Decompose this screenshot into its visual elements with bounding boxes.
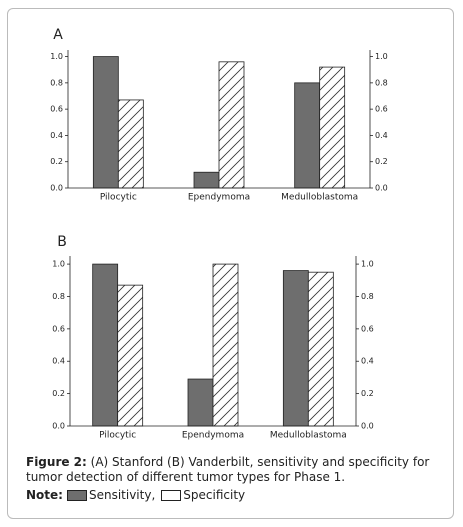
caption-label: Figure 2: (26, 455, 87, 469)
y2-tick-label: 0.6 (361, 324, 374, 333)
bar (193, 171, 220, 189)
y2-tick-label: 1.0 (375, 52, 388, 61)
x-tick-label: Ependymoma (182, 431, 244, 441)
bar (218, 61, 245, 189)
bar (92, 263, 119, 427)
bar (117, 284, 144, 427)
y2-tick-label: 0.2 (361, 389, 374, 398)
bar (212, 263, 239, 427)
x-tick-label: Medulloblastoma (270, 431, 347, 441)
x-tick-label: Pilocytic (99, 431, 136, 441)
legend-label: Sensitivity (88, 488, 152, 502)
note-label: Note: (26, 488, 63, 502)
y2-tick-label: 0.2 (375, 157, 388, 166)
x-tick-label: Ependymoma (188, 193, 250, 203)
y-tick-label: 0.4 (52, 357, 65, 366)
y2-tick-label: 0.4 (361, 357, 374, 366)
y2-tick-label: 0.4 (375, 131, 388, 140)
y2-tick-label: 1.0 (361, 260, 374, 269)
y2-tick-label: 0.6 (375, 105, 388, 114)
x-tick-label: Pilocytic (100, 193, 137, 203)
legend-swatch (66, 489, 87, 501)
bar (92, 56, 119, 189)
bar (117, 99, 144, 189)
y-tick-label: 0.0 (50, 184, 63, 193)
figure-frame (7, 8, 454, 519)
caption-text: (A) Stanford (B) Vanderbilt, sensitivity… (26, 455, 430, 484)
y-tick-label: 0.2 (52, 389, 65, 398)
x-tick-label: Medulloblastoma (281, 193, 358, 203)
legend-separator: , (151, 488, 156, 502)
y-tick-label: 1.0 (52, 260, 65, 269)
y2-tick-label: 0.0 (375, 184, 388, 193)
y2-tick-label: 0.8 (361, 292, 374, 301)
bar (282, 270, 309, 427)
y-tick-label: 0.6 (52, 324, 65, 333)
y-tick-label: 0.8 (50, 78, 63, 87)
bar (319, 66, 346, 189)
caption: Figure 2: (A) Stanford (B) Vanderbilt, s… (26, 455, 436, 485)
y-tick-label: 0.8 (52, 292, 65, 301)
bar (187, 378, 214, 427)
y-tick-label: 0.6 (50, 105, 63, 114)
chart: A Pilocytic Ependymoma Medulloblastoma 0.0 0.… (50, 27, 388, 441)
panel-label: A (53, 27, 63, 43)
legend-swatch (161, 489, 182, 501)
y2-tick-label: 0.0 (361, 422, 374, 431)
bar (294, 82, 321, 189)
y2-tick-label: 0.8 (375, 78, 388, 87)
y-tick-label: 0.0 (52, 422, 65, 431)
y-tick-label: 0.2 (50, 157, 63, 166)
legend-label: Specificity (183, 488, 246, 502)
bar (307, 271, 334, 427)
y-tick-label: 1.0 (50, 52, 63, 61)
y-tick-label: 0.4 (50, 131, 63, 140)
legend: Note: Sensitivity, Specificity (26, 488, 245, 502)
panel-label: B (57, 234, 67, 250)
